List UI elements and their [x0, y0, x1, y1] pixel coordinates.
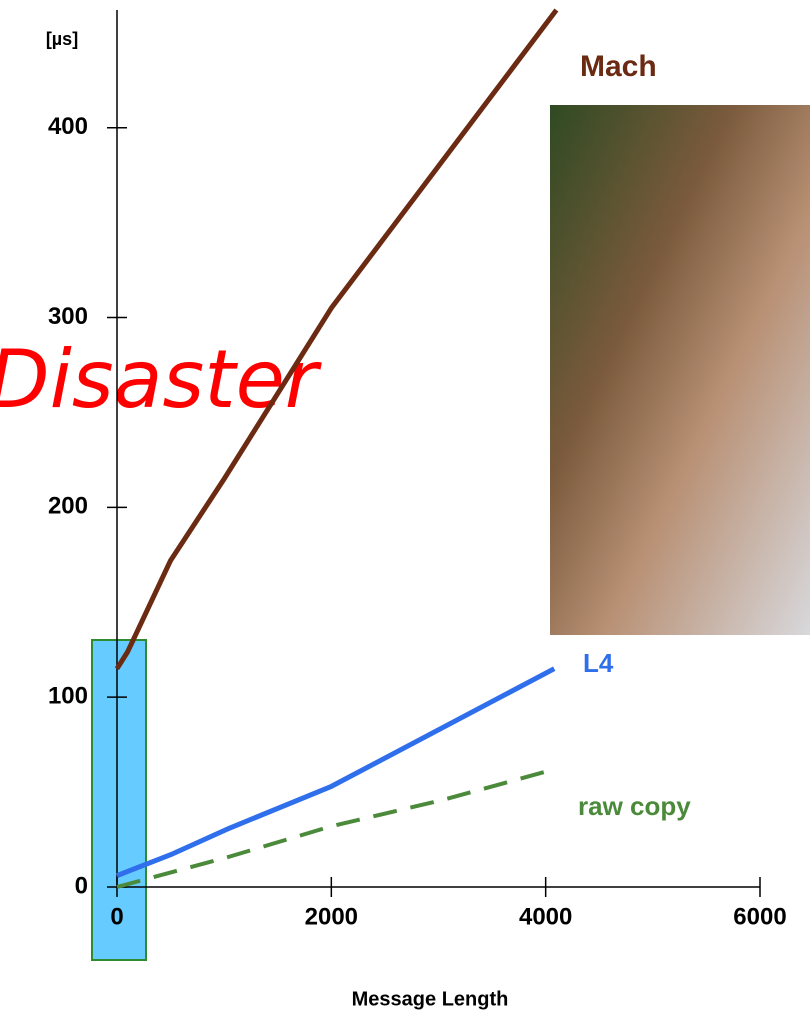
y-tick-label: 0 [75, 872, 88, 899]
photo [550, 105, 810, 635]
series-line [117, 769, 554, 887]
y-tick-label: 100 [48, 683, 88, 710]
x-tick-label: 0 [110, 903, 123, 930]
x-tick-label: 2000 [305, 903, 358, 930]
y-tick-label: 300 [48, 303, 88, 330]
y-tick-label: 400 [48, 113, 88, 140]
chart: [µs] Message Length Disaster 0 100 200 300 4… [0, 0, 810, 1025]
y-tick-label: 200 [48, 493, 88, 520]
x-tick-label: 4000 [519, 903, 572, 930]
x-tick-label: 6000 [733, 903, 786, 930]
series-label: Mach [580, 50, 657, 83]
y-axis-label: [µs] [46, 29, 78, 49]
series-label: raw copy [578, 791, 691, 821]
series-label: L4 [583, 648, 614, 678]
x-axis-label: Message Length [352, 988, 509, 1010]
annotation: Disaster [0, 333, 323, 426]
series-line [117, 669, 554, 876]
